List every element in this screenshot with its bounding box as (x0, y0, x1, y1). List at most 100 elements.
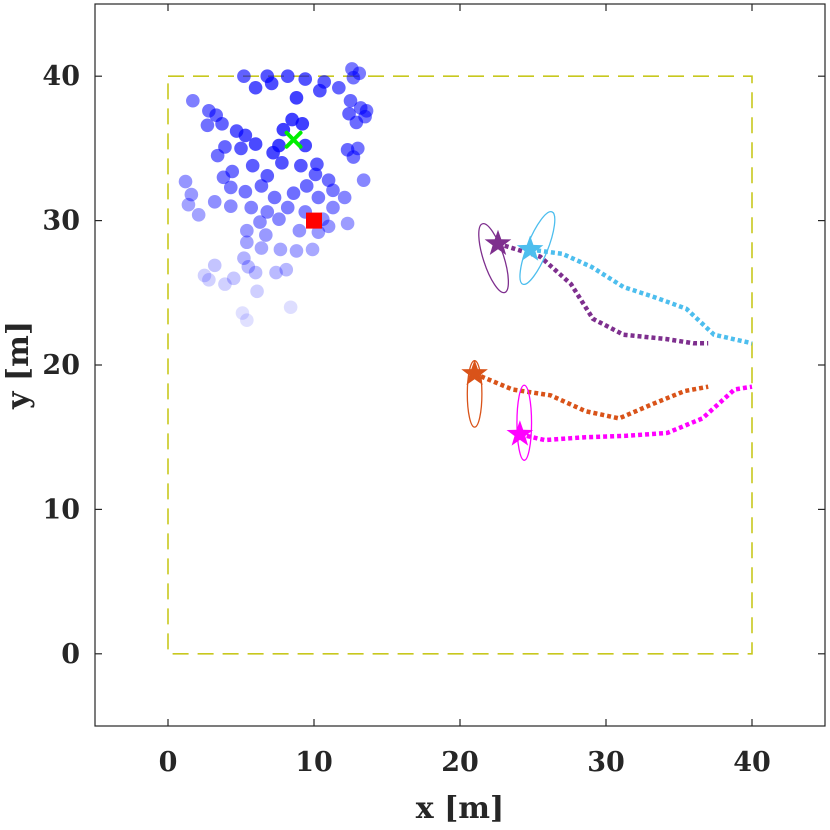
particle-point (305, 242, 320, 257)
particle-point (200, 118, 215, 133)
particle-point (241, 260, 256, 274)
particle-point (240, 313, 254, 328)
particle-point (294, 158, 308, 173)
particle-point (283, 300, 298, 315)
particle-point (234, 141, 248, 156)
particle-point (250, 284, 264, 299)
particle-point (235, 306, 250, 320)
agent-star-marker (506, 420, 534, 446)
particle-point (253, 215, 267, 229)
x-axis-label: x [m] (416, 791, 504, 826)
particle-point (310, 157, 324, 172)
particle-point (260, 169, 275, 183)
particle-point (181, 197, 196, 212)
y-tick-label: 20 (42, 350, 80, 381)
particle-point (285, 112, 299, 127)
particle-point (238, 184, 253, 199)
particle-point (326, 183, 340, 198)
particle-point (210, 148, 225, 163)
markers-layer (284, 130, 322, 229)
particle-point (280, 69, 295, 83)
particle-point (260, 205, 275, 219)
particle-point (207, 258, 222, 273)
particle-point (313, 83, 327, 98)
particle-point (216, 170, 231, 185)
agents-layer (461, 211, 753, 461)
particle-point (311, 225, 326, 239)
search-boundary (167, 75, 753, 655)
particle-point (349, 115, 364, 130)
particle-point (286, 186, 301, 200)
particle-point (298, 72, 313, 86)
particle-point (311, 190, 326, 205)
particle-point (326, 200, 340, 215)
agent-trajectory (497, 241, 709, 346)
particle-point (186, 93, 200, 108)
particle-point (244, 200, 259, 215)
particle-point (237, 69, 251, 83)
particle-point (237, 251, 251, 265)
particles-layer (178, 62, 374, 328)
y-tick-label: 0 (61, 639, 80, 670)
particle-point (351, 141, 365, 156)
x-tick-label: 40 (733, 747, 771, 778)
particle-point (269, 265, 283, 280)
particle-point (346, 70, 361, 85)
particle-point (340, 216, 355, 231)
particle-point (238, 128, 253, 143)
particle-point (332, 80, 346, 95)
particle-point (245, 158, 260, 173)
particle-point (299, 179, 314, 193)
particle-point (359, 104, 374, 118)
y-tick-label: 40 (42, 61, 80, 92)
particle-point (184, 187, 199, 202)
particle-point (240, 235, 254, 250)
y-tick-label: 30 (42, 206, 80, 237)
y-axis-label: y [m] (1, 321, 36, 410)
particle-point (218, 277, 232, 291)
particle-point (254, 179, 269, 193)
particle-point (197, 268, 212, 283)
boundary-layer (167, 75, 753, 655)
agent-trajectory (529, 247, 753, 346)
x-tick-label: 30 (587, 747, 625, 778)
particle-point (240, 223, 254, 238)
true-source-marker (306, 212, 322, 229)
particle-point (295, 117, 310, 131)
particle-point (254, 241, 269, 255)
particle-point (223, 180, 238, 195)
particle-point (259, 228, 273, 242)
particle-point (272, 212, 286, 226)
particle-point (275, 156, 289, 170)
particle-point (289, 91, 304, 105)
particle-point (202, 273, 216, 287)
particle-point (298, 138, 313, 153)
particle-point (337, 190, 352, 205)
particle-point (308, 167, 323, 182)
particle-point (191, 208, 206, 222)
particle-point (292, 223, 307, 238)
particle-point (207, 195, 222, 209)
agent-uncertainty-ellipse (478, 223, 510, 294)
ticks-layer: 0 10 20 30 40 0 10 20 30 40 (42, 4, 825, 778)
agent-star-marker (484, 229, 512, 255)
particle-point (321, 219, 336, 234)
x-tick-label: 20 (441, 747, 479, 778)
x-tick-label: 0 (159, 747, 178, 778)
particle-point (266, 145, 280, 160)
estimated-position-marker (284, 130, 303, 149)
x-tick-label: 10 (295, 747, 333, 778)
particle-point (279, 262, 294, 277)
agent-trajectory (473, 371, 709, 421)
y-tick-label: 10 (42, 494, 80, 525)
particle-point (264, 76, 279, 91)
particle-point (178, 174, 193, 189)
particle-point (215, 117, 229, 131)
particle-point (289, 244, 304, 258)
particle-point (248, 80, 263, 95)
particle-point (223, 199, 238, 213)
agent-star-marker (461, 359, 488, 385)
particle-point (273, 242, 288, 257)
